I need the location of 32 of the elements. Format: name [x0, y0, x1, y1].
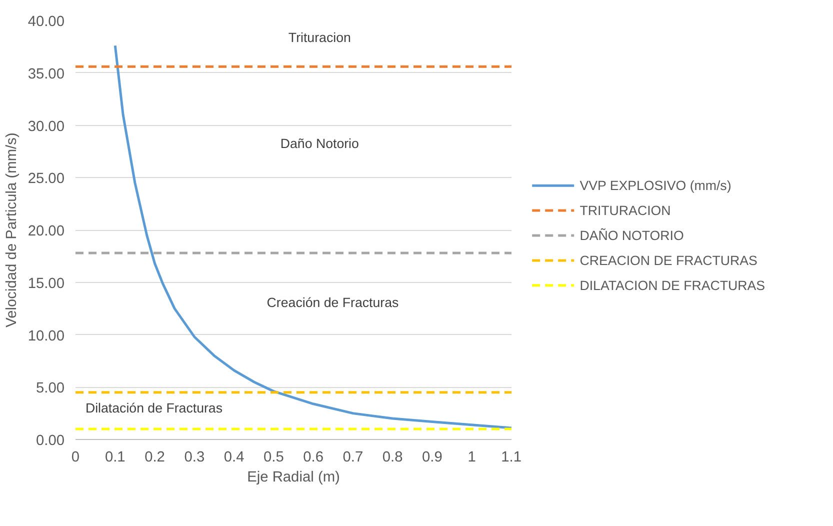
y-tick-label: 20.00 [28, 224, 65, 240]
x-tick-label: 1 [468, 450, 476, 466]
y-tick-label: 0.00 [36, 433, 65, 449]
x-tick-label: 0.2 [144, 450, 165, 466]
legend-label: TRITURACION [580, 203, 671, 218]
legend-label: CREACION DE FRACTURAS [580, 252, 758, 268]
y-tick-label: 5.00 [36, 380, 65, 397]
y-tick-label: 25.00 [28, 171, 65, 188]
y-tick-label: 15.00 [28, 276, 65, 292]
y-tick-label: 35.00 [28, 66, 65, 82]
x-tick-label: 0.7 [342, 450, 364, 466]
legend-label: DILATACION DE FRACTURAS [580, 278, 766, 293]
x-tick-label: 1.1 [501, 450, 522, 466]
annotation: Creación de Fracturas [266, 294, 400, 310]
x-tick-label: 0.4 [224, 450, 244, 466]
x-tick-label: 0.8 [382, 450, 403, 466]
y-tick-label: 40.00 [28, 14, 65, 30]
annotation: Trituracion [288, 30, 351, 45]
x-tick-label: 0 [71, 450, 80, 466]
x-tick-label: 0.6 [303, 450, 324, 466]
x-tick-label: 0.9 [422, 450, 442, 466]
y-tick-label: 10.00 [28, 328, 65, 344]
x-axis-title: Eje Radial (m) [247, 470, 340, 486]
x-tick-label: 0.3 [184, 450, 205, 466]
annotation: Daño Notorio [280, 136, 359, 151]
x-tick-label: 0.5 [263, 450, 284, 466]
y-axis-title: Velocidad de Particula (mm/s) [4, 132, 20, 328]
x-tick-label: 0.1 [104, 450, 126, 466]
y-tick-label: 30.00 [28, 118, 65, 135]
legend-label: DAÑO NOTORIO [580, 228, 684, 243]
annotation: Dilatación de Fracturas [85, 400, 223, 416]
legend-label: VVP EXPLOSIVO (mm/s) [580, 178, 732, 194]
